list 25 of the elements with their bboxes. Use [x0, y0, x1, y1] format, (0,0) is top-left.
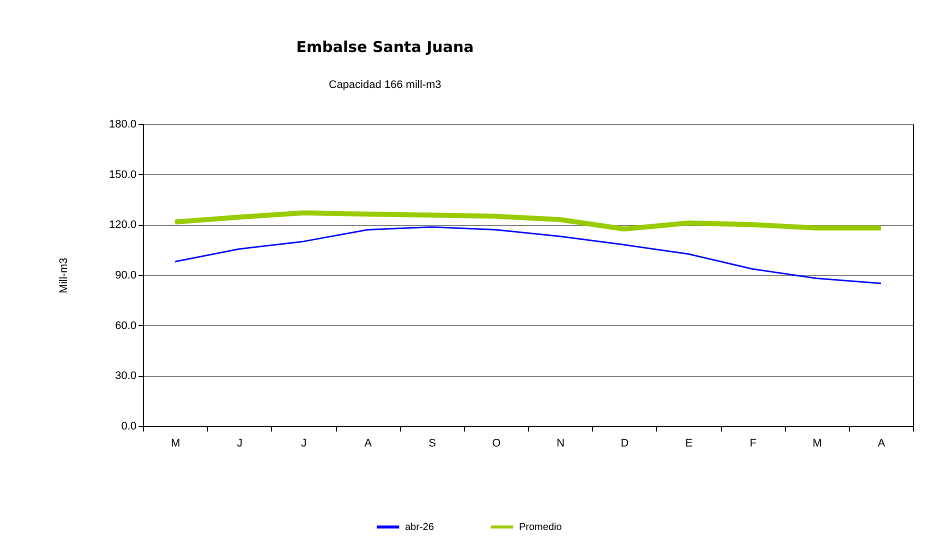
y-tick-label: 120.0 — [108, 219, 136, 232]
x-tick-label: M — [812, 438, 822, 450]
chart-subtitle: Capacidad 166 mill-m3 — [328, 79, 442, 91]
x-tick-label: D — [620, 438, 629, 450]
x-tick-label: M — [170, 438, 180, 450]
x-tick-label: O — [492, 438, 502, 450]
x-tick-label: S — [428, 438, 436, 450]
x-tick-label: A — [364, 438, 372, 450]
x-tick-label: N — [556, 438, 565, 450]
legend-label: Promedio — [519, 522, 562, 533]
x-tick-label: J — [237, 438, 242, 450]
x-tick-label: A — [878, 438, 886, 450]
y-axis-title: Mill-m3 — [58, 258, 70, 294]
line-series — [174, 226, 882, 284]
y-tick-label: 90.0 — [115, 270, 136, 282]
y-tick-label: 30.0 — [115, 370, 136, 382]
y-tick-label: 0.0 — [121, 420, 136, 432]
legend-label: abr-26 — [405, 522, 434, 533]
x-tick-label: F — [750, 438, 757, 450]
y-tick-label: 180.0 — [108, 118, 136, 130]
y-tick-label: 150.0 — [108, 168, 136, 181]
x-tick-label: J — [301, 438, 307, 450]
x-tick-label: E — [685, 438, 693, 450]
y-tick-label: 60.0 — [115, 320, 136, 332]
chart-title: Embalse Santa Juana — [296, 38, 474, 56]
